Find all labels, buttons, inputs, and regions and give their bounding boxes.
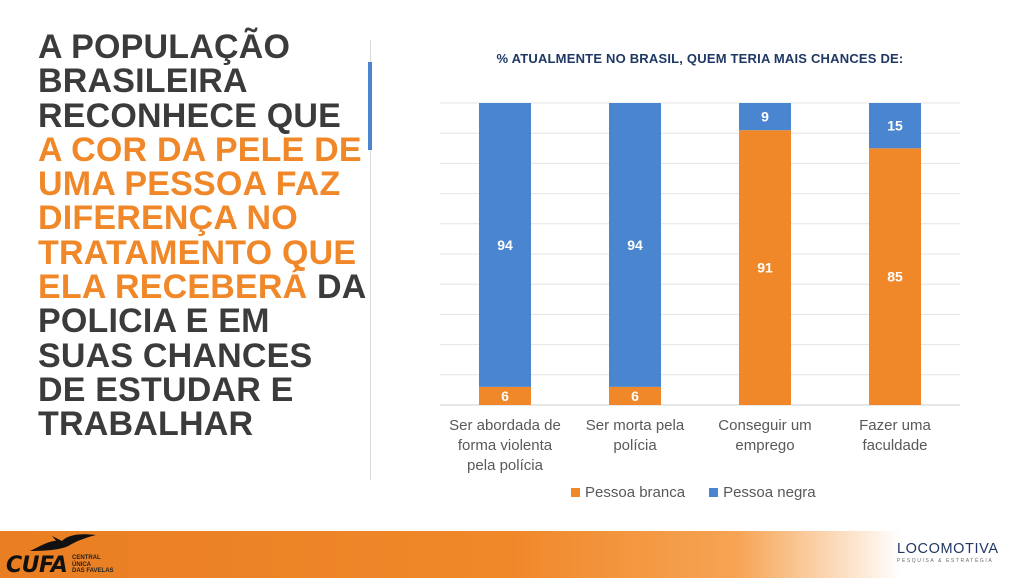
headline-highlight: A COR DA PELE DE UMA PESSOA FAZ DIFERENÇ… bbox=[38, 130, 362, 307]
category-label: Fazer uma bbox=[859, 417, 931, 434]
category-label: Conseguir um bbox=[718, 417, 811, 434]
cufa-subtitle-line-2: ÚNICA bbox=[72, 561, 91, 568]
locomotiva-subtitle: PESQUISA & ESTRATÉGIA bbox=[897, 558, 994, 564]
data-label: 9 bbox=[761, 109, 769, 125]
divider-line bbox=[370, 40, 371, 480]
legend-label-branca: Pessoa branca bbox=[585, 484, 686, 501]
footer-bar bbox=[0, 531, 1024, 578]
divider-accent bbox=[368, 62, 372, 150]
cufa-logo: CUFA CENTRAL ÚNICA DAS FAVELAS bbox=[6, 533, 131, 578]
legend-label-negra: Pessoa negra bbox=[723, 484, 816, 501]
bar-segment-branca bbox=[609, 386, 661, 405]
bird-icon bbox=[30, 534, 96, 551]
data-label: 91 bbox=[757, 260, 773, 276]
data-label: 6 bbox=[631, 388, 639, 404]
legend-swatch-branca bbox=[571, 488, 580, 497]
category-label: forma violenta bbox=[458, 437, 553, 454]
legend-swatch-negra bbox=[709, 488, 719, 497]
cufa-subtitle-line-3: DAS FAVELAS bbox=[72, 568, 114, 574]
bar-segment-branca bbox=[479, 386, 531, 405]
bar-segment-negra bbox=[609, 103, 661, 387]
category-label: Ser morta pela bbox=[586, 417, 685, 434]
data-label: 15 bbox=[887, 118, 903, 134]
locomotiva-wordmark: LOCOMOTIVA bbox=[897, 541, 1009, 557]
category-label: faculdade bbox=[862, 437, 927, 454]
cufa-subtitle: CENTRAL ÚNICA DAS FAVELAS bbox=[72, 555, 114, 575]
data-label: 94 bbox=[627, 237, 643, 253]
cufa-subtitle-line-1: CENTRAL bbox=[72, 555, 101, 561]
category-label: polícia bbox=[613, 437, 657, 454]
data-label: 85 bbox=[887, 269, 903, 285]
category-label: emprego bbox=[735, 437, 794, 454]
bar-segment-branca bbox=[869, 148, 921, 406]
data-label: 94 bbox=[497, 237, 513, 253]
category-label: pela polícia bbox=[467, 457, 544, 474]
locomotiva-name: LOCOMOTIVA bbox=[897, 541, 999, 557]
headline: A POPULAÇÃO BRASILEIRA RECONHECE QUE A C… bbox=[38, 30, 368, 442]
legend-item-pessoa-branca: Pessoa branca bbox=[571, 484, 685, 501]
bar-segment-branca bbox=[739, 130, 791, 405]
cufa-wordmark: CUFA bbox=[6, 553, 68, 578]
chart-legend: Pessoa branca Pessoa negra bbox=[571, 484, 816, 501]
category-label: Ser abordada de bbox=[449, 417, 561, 434]
chart-title: % ATUALMENTE NO BRASIL, QUEM TERIA MAIS … bbox=[496, 51, 904, 66]
legend-item-pessoa-negra: Pessoa negra bbox=[709, 484, 816, 501]
headline-part-2: DA POLICIA E EM SUAS CHANCES DE ESTUDAR … bbox=[38, 268, 366, 444]
bar-segment-negra bbox=[479, 103, 531, 387]
data-label: 6 bbox=[501, 388, 509, 404]
bar-segment-negra bbox=[739, 103, 791, 131]
headline-part-1: A POPULAÇÃO BRASILEIRA RECONHECE QUE bbox=[38, 28, 341, 135]
locomotiva-logo: LOCOMOTIVA PESQUISA & ESTRATÉGIA bbox=[897, 541, 1009, 564]
bar-segment-negra bbox=[869, 103, 921, 149]
